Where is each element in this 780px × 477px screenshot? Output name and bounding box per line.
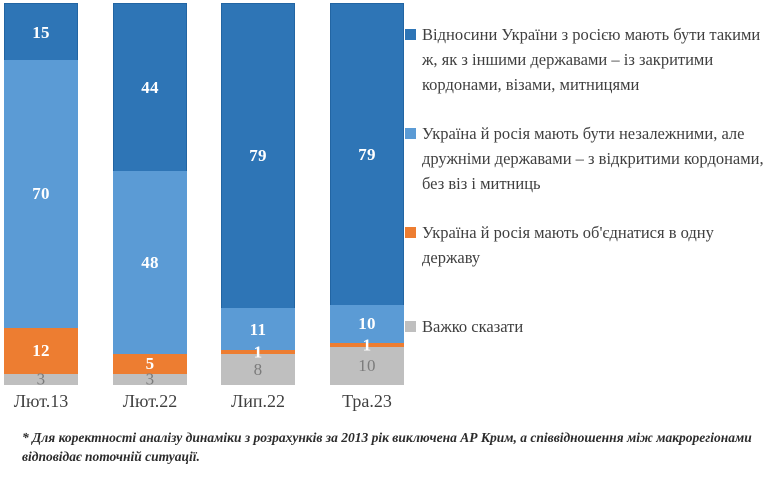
legend-item[interactable]: Відносини України з росією мають бути та…: [405, 22, 777, 97]
category-label: Лип.22: [231, 391, 285, 411]
bar-value-label: 8: [253, 360, 263, 380]
category-label: Лют.13: [13, 391, 69, 411]
footnote: * Для коректності аналізу динаміки з роз…: [22, 430, 752, 464]
bar-segment-orange[interactable]: 1: [330, 336, 404, 353]
legend-label: Україна й росія мають об'єднатися в одну…: [422, 223, 714, 267]
bar-value-label: 3: [36, 369, 46, 389]
bar-value-label: 15: [32, 22, 50, 42]
bar-stack[interactable]: 44 48 5 3: [113, 3, 187, 389]
legend-item[interactable]: Важко сказати: [405, 314, 777, 339]
bar-value-label: 79: [358, 144, 376, 164]
bar-stack[interactable]: 79 11 1 8: [221, 3, 295, 385]
plot-area: 15 70 12 3 44 48 5 3 79 11 1 8 79 10 1 10: [0, 0, 410, 388]
bar-value-label: 79: [249, 146, 267, 166]
bar-segment-dark[interactable]: 79: [330, 3, 404, 305]
category-label: Лют.22: [122, 391, 178, 411]
bar-segment-dark[interactable]: 79: [221, 3, 295, 308]
bar-value-label: 48: [141, 253, 159, 273]
bar-segment-orange[interactable]: 12: [4, 327, 78, 374]
bar-value-label: 12: [32, 341, 50, 361]
legend-swatch-icon: [405, 321, 416, 332]
bar-segment-grey[interactable]: 3: [113, 369, 187, 389]
bar-segment-light[interactable]: 11: [221, 307, 295, 351]
legend-swatch-icon: [405, 128, 416, 139]
legend-label: Важко сказати: [422, 317, 524, 336]
bar-segment-light[interactable]: 48: [113, 171, 187, 355]
bar-value-label: 3: [145, 369, 155, 389]
legend-label: Відносини України з росією мають бути та…: [422, 25, 761, 94]
bar-value-label: 10: [358, 356, 376, 376]
legend-item[interactable]: Україна й росія мають об'єднатися в одну…: [405, 220, 777, 270]
bar-stack[interactable]: 79 10 1 10: [330, 3, 404, 385]
legend-item[interactable]: Україна й росія мають бути незалежними, …: [405, 121, 777, 196]
bar-value-label: 11: [249, 319, 267, 339]
bar-stack[interactable]: 15 70 12 3: [4, 3, 78, 389]
bar-segment-grey[interactable]: 8: [221, 354, 295, 385]
bar-segment-grey[interactable]: 3: [4, 369, 78, 389]
bar-value-label: 1: [253, 342, 263, 362]
bar-segment-grey[interactable]: 10: [330, 346, 404, 385]
bar-value-label: 10: [358, 314, 376, 334]
bar-segment-orange[interactable]: 5: [113, 354, 187, 374]
chart-legend: Відносини України з росією мають бути та…: [405, 22, 777, 363]
legend-label: Україна й росія мають бути незалежними, …: [422, 124, 764, 193]
bar-segment-orange[interactable]: 1: [221, 344, 295, 361]
bar-segment-light[interactable]: 70: [4, 60, 78, 328]
bar-value-label: 5: [145, 354, 155, 374]
category-axis: Лют.13 Лют.22 Лип.22 Тра.23: [0, 389, 410, 415]
legend-swatch-icon: [405, 29, 416, 40]
bar-segment-dark[interactable]: 15: [4, 3, 78, 61]
bar-segment-dark[interactable]: 44: [113, 3, 187, 172]
bar-value-label: 44: [141, 78, 159, 98]
bar-segment-light[interactable]: 10: [330, 304, 404, 343]
bar-value-label: 70: [32, 184, 50, 204]
bar-value-label: 1: [362, 335, 372, 355]
category-label: Тра.23: [342, 391, 392, 411]
legend-swatch-icon: [405, 227, 416, 238]
